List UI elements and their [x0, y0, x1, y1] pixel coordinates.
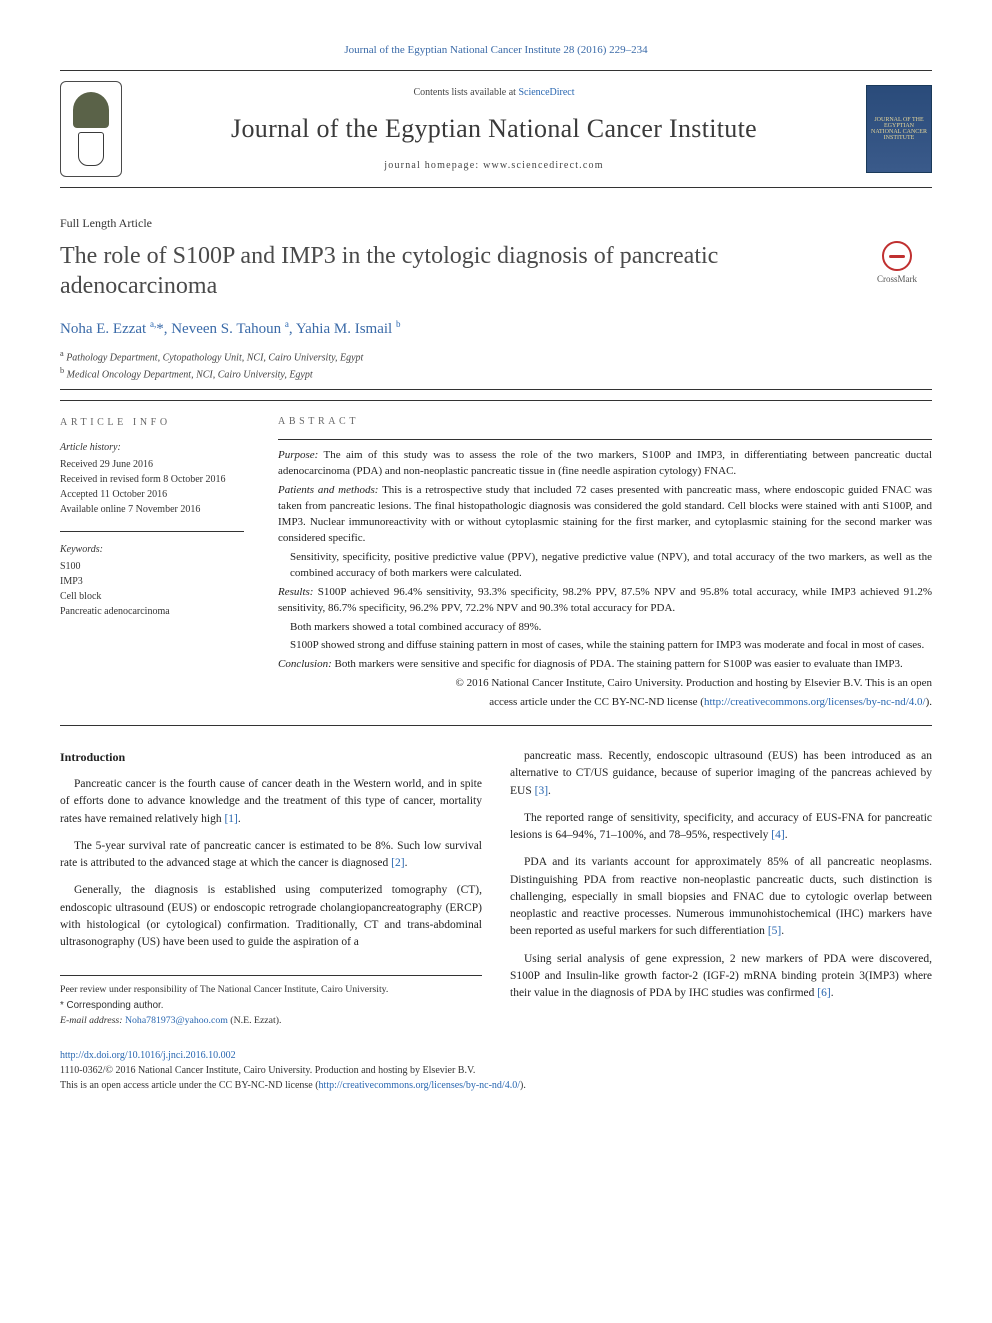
article-header: Full Length Article The role of S100P an…	[60, 216, 932, 390]
abstract-conclusion: Conclusion: Both markers were sensitive …	[278, 657, 932, 673]
keyword: S100	[60, 559, 244, 574]
contents-prefix: Contents lists available at	[413, 87, 518, 98]
ref-link[interactable]: [6]	[817, 987, 830, 999]
affiliations: a Pathology Department, Cytopathology Un…	[60, 348, 932, 383]
page: Journal of the Egyptian National Cancer …	[0, 0, 992, 1123]
journal-title: Journal of the Egyptian National Cancer …	[138, 114, 850, 144]
paragraph: pancreatic mass. Recently, endoscopic ul…	[510, 748, 932, 800]
ref-link[interactable]: [5]	[768, 925, 781, 937]
abstract-copyright: © 2016 National Cancer Institute, Cairo …	[278, 676, 932, 692]
article-type: Full Length Article	[60, 216, 932, 231]
title-row: The role of S100P and IMP3 in the cytolo…	[60, 241, 932, 301]
journal-cover-icon: JOURNAL OF THE EGYPTIAN NATIONAL CANCER …	[866, 85, 932, 173]
keywords-block: Keywords: S100IMP3Cell blockPancreatic a…	[60, 542, 244, 619]
right-column: pancreatic mass. Recently, endoscopic ul…	[510, 748, 932, 1028]
contents-line: Contents lists available at ScienceDirec…	[138, 87, 850, 98]
abstract-results-extra1: Both markers showed a total combined acc…	[290, 620, 932, 636]
crest-icon	[78, 132, 104, 166]
keyword: Cell block	[60, 589, 244, 604]
paragraph: Generally, the diagnosis is established …	[60, 882, 482, 951]
email-line: E-mail address: Noha781973@yahoo.com (N.…	[60, 1013, 482, 1028]
paragraph: Using serial analysis of gene expression…	[510, 951, 932, 1003]
corresponding-author: * Corresponding author.	[60, 998, 482, 1013]
history-head: Article history:	[60, 440, 244, 455]
meta-abstract-row: ARTICLE INFO Article history: Received 2…	[60, 400, 932, 727]
journal-cover-text: JOURNAL OF THE EGYPTIAN NATIONAL CANCER …	[871, 117, 927, 141]
journal-homepage: journal homepage: www.sciencedirect.com	[138, 160, 850, 171]
ref-link[interactable]: [4]	[771, 829, 784, 841]
keyword: IMP3	[60, 574, 244, 589]
keywords-head: Keywords:	[60, 542, 244, 557]
masthead-center: Contents lists available at ScienceDirec…	[138, 87, 850, 171]
article-info-heading: ARTICLE INFO	[60, 415, 244, 430]
abstract: ABSTRACT Purpose: The aim of this study …	[260, 401, 932, 726]
paragraph: The 5-year survival rate of pancreatic c…	[60, 838, 482, 873]
abstract-methods: Patients and methods: This is a retrospe…	[278, 483, 932, 547]
history-line: Accepted 11 October 2016	[60, 487, 244, 502]
crossmark-badge[interactable]: CrossMark	[862, 241, 932, 284]
email-link[interactable]: Noha781973@yahoo.com	[125, 1015, 228, 1026]
crossmark-icon	[882, 241, 912, 271]
history-line: Received in revised form 8 October 2016	[60, 472, 244, 487]
history-line: Available online 7 November 2016	[60, 502, 244, 517]
license-link[interactable]: http://creativecommons.org/licenses/by-n…	[704, 696, 926, 708]
abstract-results: Results: S100P achieved 96.4% sensitivit…	[278, 585, 932, 617]
ref-link[interactable]: [3]	[535, 785, 548, 797]
masthead: Contents lists available at ScienceDirec…	[60, 70, 932, 188]
abstract-methods-extra: Sensitivity, specificity, positive predi…	[290, 550, 932, 582]
affiliation: a Pathology Department, Cytopathology Un…	[60, 348, 932, 365]
paragraph: Pancreatic cancer is the fourth cause of…	[60, 776, 482, 828]
history-line: Received 29 June 2016	[60, 457, 244, 472]
eagle-icon	[73, 92, 109, 128]
journal-reference: Journal of the Egyptian National Cancer …	[60, 44, 932, 56]
publisher-left-logo	[60, 81, 122, 177]
authors: Noha E. Ezzat a,*, Neveen S. Tahoun a, Y…	[60, 319, 932, 338]
affiliation: b Medical Oncology Department, NCI, Cair…	[60, 365, 932, 382]
paragraph: The reported range of sensitivity, speci…	[510, 810, 932, 845]
paragraph: PDA and its variants account for approxi…	[510, 854, 932, 940]
abstract-results-extra2: S100P showed strong and diffuse staining…	[290, 638, 932, 654]
introduction-heading: Introduction	[60, 748, 482, 766]
ref-link[interactable]: [1]	[224, 813, 237, 825]
doi-license: This is an open access article under the…	[60, 1078, 932, 1093]
article-info: ARTICLE INFO Article history: Received 2…	[60, 401, 260, 726]
sciencedirect-link[interactable]: ScienceDirect	[518, 87, 574, 98]
keyword: Pancreatic adenocarcinoma	[60, 604, 244, 619]
doi-block: http://dx.doi.org/10.1016/j.jnci.2016.10…	[60, 1048, 932, 1093]
crossmark-label: CrossMark	[877, 274, 917, 284]
issn-line: 1110-0362/© 2016 National Cancer Institu…	[60, 1063, 932, 1078]
article-title: The role of S100P and IMP3 in the cytolo…	[60, 241, 842, 301]
footnotes: Peer review under responsibility of The …	[60, 975, 482, 1028]
left-column: Introduction Pancreatic cancer is the fo…	[60, 748, 482, 1028]
article-history: Article history: Received 29 June 2016Re…	[60, 440, 244, 517]
ref-link[interactable]: [2]	[391, 857, 404, 869]
doi-license-link[interactable]: http://creativecommons.org/licenses/by-n…	[319, 1080, 520, 1091]
body-columns: Introduction Pancreatic cancer is the fo…	[60, 748, 932, 1028]
abstract-heading: ABSTRACT	[278, 415, 932, 430]
abstract-purpose: Purpose: The aim of this study was to as…	[278, 448, 932, 480]
peer-review-note: Peer review under responsibility of The …	[60, 982, 482, 997]
doi-link[interactable]: http://dx.doi.org/10.1016/j.jnci.2016.10…	[60, 1050, 236, 1061]
abstract-license: access article under the CC BY-NC-ND lic…	[278, 695, 932, 711]
